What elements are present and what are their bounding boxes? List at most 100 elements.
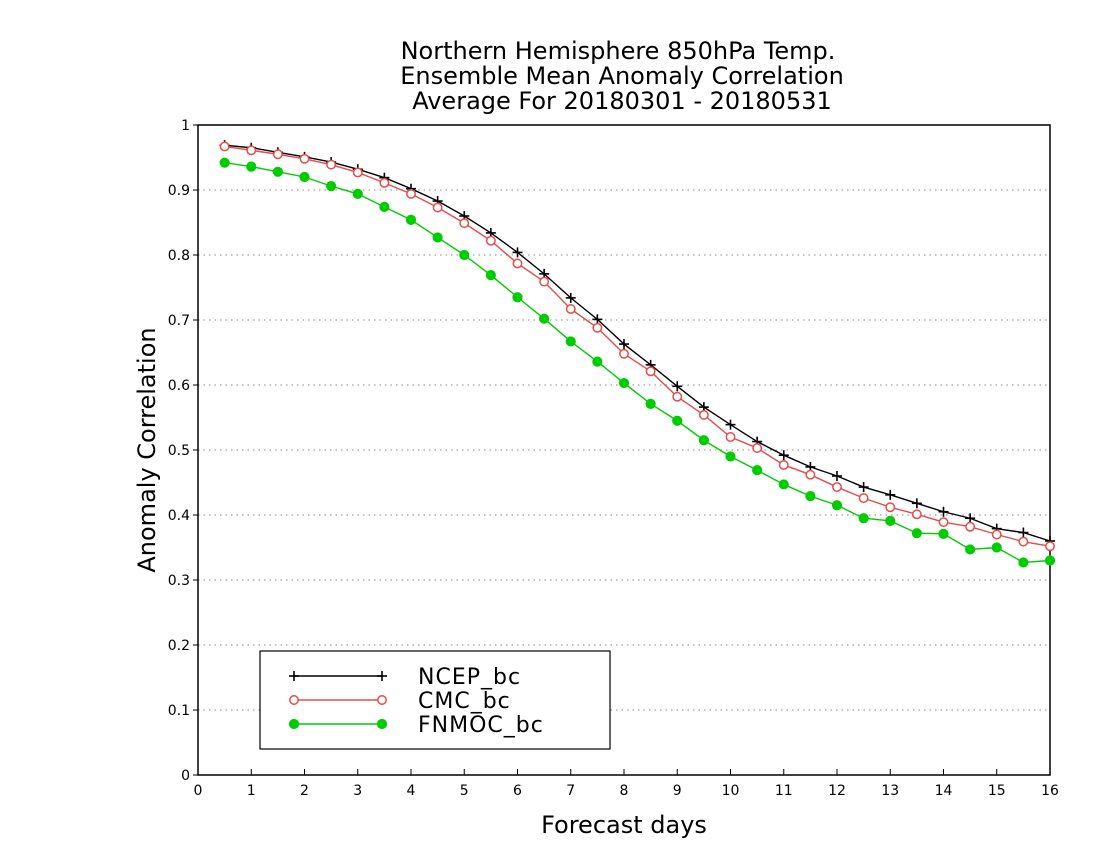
data-point-ncep-bc (672, 381, 683, 392)
x-tick-label: 11 (775, 783, 793, 799)
y-tick-label: 0 (181, 768, 190, 784)
data-point-cmc-bc (645, 366, 656, 377)
data-point-cmc-bc (406, 188, 416, 199)
data-point-cmc-bc (592, 322, 603, 333)
y-tick-label: 0.3 (168, 573, 190, 589)
data-point-ncep-bc (619, 339, 629, 350)
x-tick-label: 1 (247, 783, 256, 799)
data-point-fnmoc-bc (352, 188, 363, 199)
data-point-cmc-bc (778, 460, 789, 470)
y-tick-label: 0.2 (168, 638, 190, 654)
x-tick-label: 8 (620, 783, 629, 799)
title-line-1: Northern Hemisphere 850hPa Temp. (401, 37, 836, 65)
data-point-fnmoc-bc (991, 542, 1002, 553)
legend-marker-cmc-bc (289, 695, 299, 705)
data-point-fnmoc-bc (885, 515, 896, 526)
data-point-ncep-bc (592, 314, 603, 325)
series-ncep-bc (219, 140, 1055, 546)
data-point-cmc-bc (485, 235, 496, 246)
chart-title: Northern Hemisphere 850hPa Temp. Ensembl… (400, 37, 844, 115)
series-cmc-bc (219, 141, 1055, 552)
data-point-cmc-bc (219, 141, 230, 152)
data-point-fnmoc-bc (379, 201, 390, 212)
y-tick-label: 0.5 (168, 443, 190, 459)
data-point-fnmoc-bc (752, 465, 763, 476)
data-point-ncep-bc (565, 292, 576, 303)
y-tick-label: 0.6 (168, 378, 190, 394)
data-point-ncep-bc (885, 489, 896, 500)
data-point-fnmoc-bc (459, 249, 470, 261)
data-point-cmc-bc (1045, 541, 1055, 552)
data-point-fnmoc-bc (219, 157, 230, 168)
data-point-fnmoc-bc (938, 528, 949, 539)
data-point-fnmoc-bc (485, 270, 496, 281)
x-tick-label: 2 (300, 783, 309, 799)
x-tick-label: 4 (407, 783, 416, 799)
y-tick-label: 0.1 (168, 703, 190, 719)
y-tick-label: 0.7 (168, 313, 190, 329)
legend-item-fnmoc-bc: FNMOC_bc (288, 713, 544, 738)
data-point-cmc-bc (246, 145, 257, 156)
title-line-3: Average For 20180301 - 20180531 (412, 87, 832, 115)
x-tick-label: 12 (828, 783, 846, 799)
data-point-fnmoc-bc (1044, 555, 1056, 566)
data-point-cmc-bc (725, 432, 736, 442)
data-point-fnmoc-bc (645, 398, 656, 409)
legend-marker-fnmoc-bc (376, 718, 388, 730)
data-point-ncep-bc (911, 498, 922, 509)
legend-marker-fnmoc-bc (288, 718, 300, 730)
y-axis-label: Anomaly Correlation (133, 327, 161, 572)
data-point-ncep-bc (832, 471, 842, 481)
data-point-fnmoc-bc (512, 292, 523, 303)
x-tick-label: 10 (722, 783, 740, 799)
data-point-cmc-bc (432, 202, 443, 213)
legend-item-cmc-bc: CMC_bc (289, 689, 510, 714)
data-point-cmc-bc (911, 509, 922, 520)
data-point-ncep-bc (965, 513, 976, 524)
data-point-fnmoc-bc (911, 528, 922, 539)
data-point-cmc-bc (698, 409, 709, 420)
data-point-ncep-bc (1018, 527, 1029, 538)
data-point-ncep-bc (725, 419, 736, 430)
y-tick-label: 0.8 (168, 248, 190, 264)
data-point-fnmoc-bc (805, 491, 816, 502)
data-point-fnmoc-bc (246, 161, 257, 172)
data-point-fnmoc-bc (672, 415, 683, 426)
data-point-fnmoc-bc (698, 435, 709, 446)
legend-marker-ncep-bc (289, 671, 299, 681)
data-point-cmc-bc (326, 159, 337, 170)
legend-label-fnmoc-bc: FNMOC_bc (418, 713, 544, 738)
data-point-cmc-bc (752, 443, 763, 453)
data-point-cmc-bc (272, 149, 283, 160)
data-point-cmc-bc (299, 153, 310, 164)
y-tick-label: 0.9 (168, 183, 190, 199)
data-point-fnmoc-bc (272, 166, 283, 177)
data-point-fnmoc-bc (725, 451, 736, 462)
x-tick-label: 9 (673, 783, 682, 799)
data-point-fnmoc-bc (565, 336, 576, 347)
data-point-cmc-bc (938, 517, 949, 528)
data-point-cmc-bc (379, 177, 390, 188)
x-tick-label: 0 (194, 783, 203, 799)
x-tick-label: 5 (460, 783, 469, 799)
data-point-fnmoc-bc (299, 171, 310, 183)
x-tick-label: 16 (1041, 783, 1059, 799)
data-point-cmc-bc (832, 482, 842, 492)
y-tick-label: 1 (181, 118, 190, 134)
data-point-ncep-bc (778, 450, 789, 461)
x-axis-label: Forecast days (541, 811, 707, 839)
data-point-fnmoc-bc (1018, 557, 1029, 568)
x-tick-label: 13 (881, 783, 899, 799)
data-point-fnmoc-bc (405, 214, 417, 225)
title-line-2: Ensemble Mean Anomaly Correlation (400, 62, 844, 90)
data-point-fnmoc-bc (858, 513, 869, 524)
data-point-ncep-bc (858, 482, 869, 493)
x-tick-label: 15 (988, 783, 1006, 799)
data-point-fnmoc-bc (326, 181, 337, 192)
x-tick-label: 7 (566, 783, 575, 799)
legend-label-ncep-bc: NCEP_bc (418, 665, 521, 690)
y-tick-label: 0.4 (168, 508, 190, 524)
data-point-cmc-bc (619, 348, 629, 359)
data-point-cmc-bc (352, 167, 363, 178)
